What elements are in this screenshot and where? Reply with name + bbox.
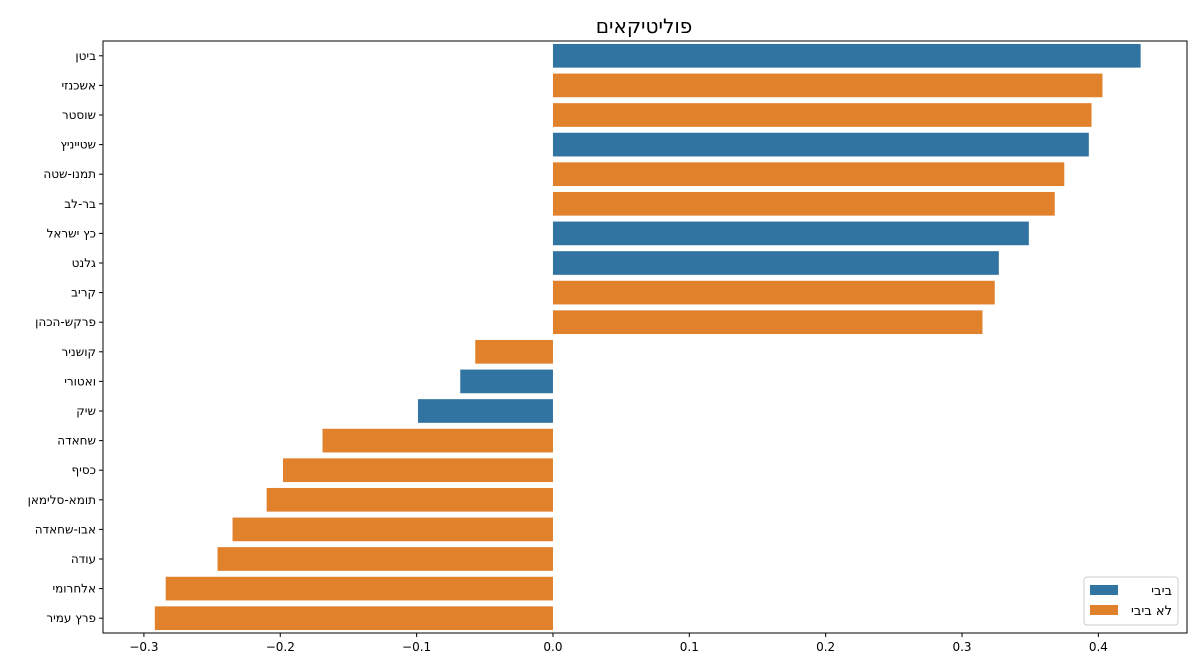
bar: [266, 487, 553, 512]
legend-label: לא ביבי: [1131, 604, 1172, 619]
x-tick-label: 0.2: [816, 640, 835, 654]
y-tick-label: אלחרומי: [52, 582, 96, 596]
bars-group: [154, 43, 1141, 631]
bar: [552, 103, 1092, 127]
y-tick-label: שוסטר: [62, 108, 96, 122]
bar: [232, 517, 553, 542]
plot-frame: [102, 40, 1188, 634]
y-tick-label: תמנו-שטה: [43, 167, 96, 181]
bar: [552, 251, 999, 275]
y-tick-label: ואטורי: [64, 374, 96, 388]
bar: [552, 191, 1055, 216]
y-tick-label: קריב: [71, 286, 96, 300]
y-tick-label: כץ ישראל: [47, 226, 96, 240]
bar: [165, 576, 553, 601]
y-tick-label: גלנט: [72, 256, 96, 270]
bar: [552, 73, 1103, 98]
y-tick-label: כסיף: [72, 463, 97, 477]
bar: [552, 43, 1141, 68]
bar: [552, 162, 1065, 187]
bar: [552, 221, 1029, 246]
bar: [460, 369, 553, 394]
legend-label: ביבי: [1151, 584, 1172, 599]
chart-title: פוליטיקאים: [596, 14, 693, 38]
y-tick-label: עודה: [71, 552, 96, 566]
y-tick-label: פרקש-הכהן: [35, 315, 96, 329]
y-tick-label: תומא-סלימאן: [28, 493, 96, 507]
bar: [475, 339, 553, 364]
bar: [154, 606, 553, 631]
y-tick-label: קושניר: [61, 345, 96, 359]
x-tick-label: 0.3: [952, 640, 971, 654]
x-tick-label: −0.3: [129, 640, 158, 654]
y-tick-label: שיק: [76, 404, 96, 418]
y-tick-label: פרץ עמיר: [46, 611, 96, 625]
bar: [552, 132, 1089, 157]
x-tick-label: 0.1: [680, 640, 699, 654]
x-axis-ticks: −0.3 −0.2 −0.1 0.0 0.1 0.2 0.3 0.4: [129, 633, 1108, 654]
x-tick-label: 0.0: [543, 640, 562, 654]
legend-swatch: [1090, 585, 1118, 595]
bar: [322, 428, 553, 453]
y-tick-label: בר-לב: [64, 197, 96, 211]
bar: [282, 458, 553, 483]
x-tick-label: −0.2: [266, 640, 295, 654]
bar: [552, 310, 983, 335]
y-tick-label: אבו-שחאדה: [35, 522, 96, 536]
y-tick-label: אשכנזי: [61, 78, 96, 92]
legend-swatch: [1090, 605, 1118, 615]
x-tick-label: −0.1: [402, 640, 431, 654]
bar: [417, 399, 553, 423]
x-tick-label: 0.4: [1089, 640, 1108, 654]
y-tick-label: ביטן: [75, 49, 96, 63]
bar: [217, 547, 553, 571]
legend: ביבי לא ביבי: [1083, 576, 1179, 626]
bar: [552, 280, 995, 305]
y-axis-ticks: ביטן אשכנזי שוסטר שטייניץ תמנו-שטה בר-לב כץ יש…: [28, 49, 103, 625]
y-tick-label: שטייניץ: [60, 138, 96, 152]
y-tick-label: שחאדה: [57, 434, 96, 448]
